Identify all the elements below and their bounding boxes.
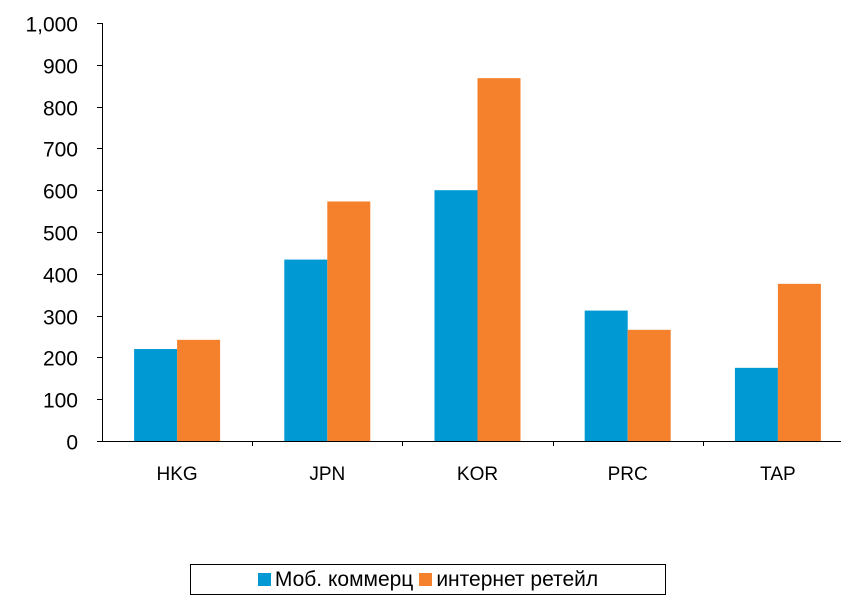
y-tick-label: 0: [66, 432, 78, 455]
bars: [134, 78, 821, 442]
x-tick-label: JPN: [309, 464, 345, 485]
x-tick-label: HKG: [157, 464, 198, 485]
y-tick-label: 300: [43, 307, 78, 330]
legend-swatch-orange: [419, 573, 433, 586]
y-tick-label: 500: [43, 223, 78, 246]
bar-prc-series-2: [627, 329, 671, 441]
legend-label-internet-retail: интернет ретейл: [436, 567, 599, 591]
bar-hkg-series-2: [177, 339, 221, 441]
bar-tap-series-2: [777, 283, 821, 441]
legend-label-mobile-commerce: Моб. коммерц: [274, 567, 414, 591]
x-tick-label: PRC: [608, 464, 648, 485]
y-tick-label: 700: [43, 139, 78, 162]
bar-kor-series-2: [477, 78, 521, 442]
y-tick-label: 100: [43, 390, 78, 413]
y-tick-label: 200: [43, 348, 78, 371]
bar-prc-series-1: [584, 310, 628, 441]
y-tick-label: 800: [43, 98, 78, 121]
bar-hkg-series-1: [134, 349, 178, 441]
y-axis-ticks: 0 100 200 300 400 500 600 700 800 900 1,000: [25, 14, 102, 455]
bar-jpn-series-2: [327, 201, 371, 441]
y-tick-label: 400: [43, 265, 78, 288]
legend-item-internet-retail: интернет ретейл: [419, 568, 598, 592]
x-tick-label: KOR: [457, 464, 498, 485]
y-tick-label: 1,000: [25, 14, 78, 37]
bar-jpn-series-1: [284, 259, 328, 441]
y-tick-label: 600: [43, 181, 78, 204]
x-axis-ticks: HKG JPN KOR PRC TAP: [157, 441, 796, 485]
bar-tap-series-1: [734, 367, 778, 441]
legend: Моб. коммерц интернет ретейл: [190, 564, 666, 595]
x-tick-label: TAP: [760, 464, 796, 485]
y-tick-label: 900: [43, 56, 78, 79]
legend-swatch-blue: [257, 573, 271, 586]
bar-kor-series-1: [434, 190, 478, 441]
legend-item-mobile-commerce: Моб. коммерц: [257, 567, 414, 592]
